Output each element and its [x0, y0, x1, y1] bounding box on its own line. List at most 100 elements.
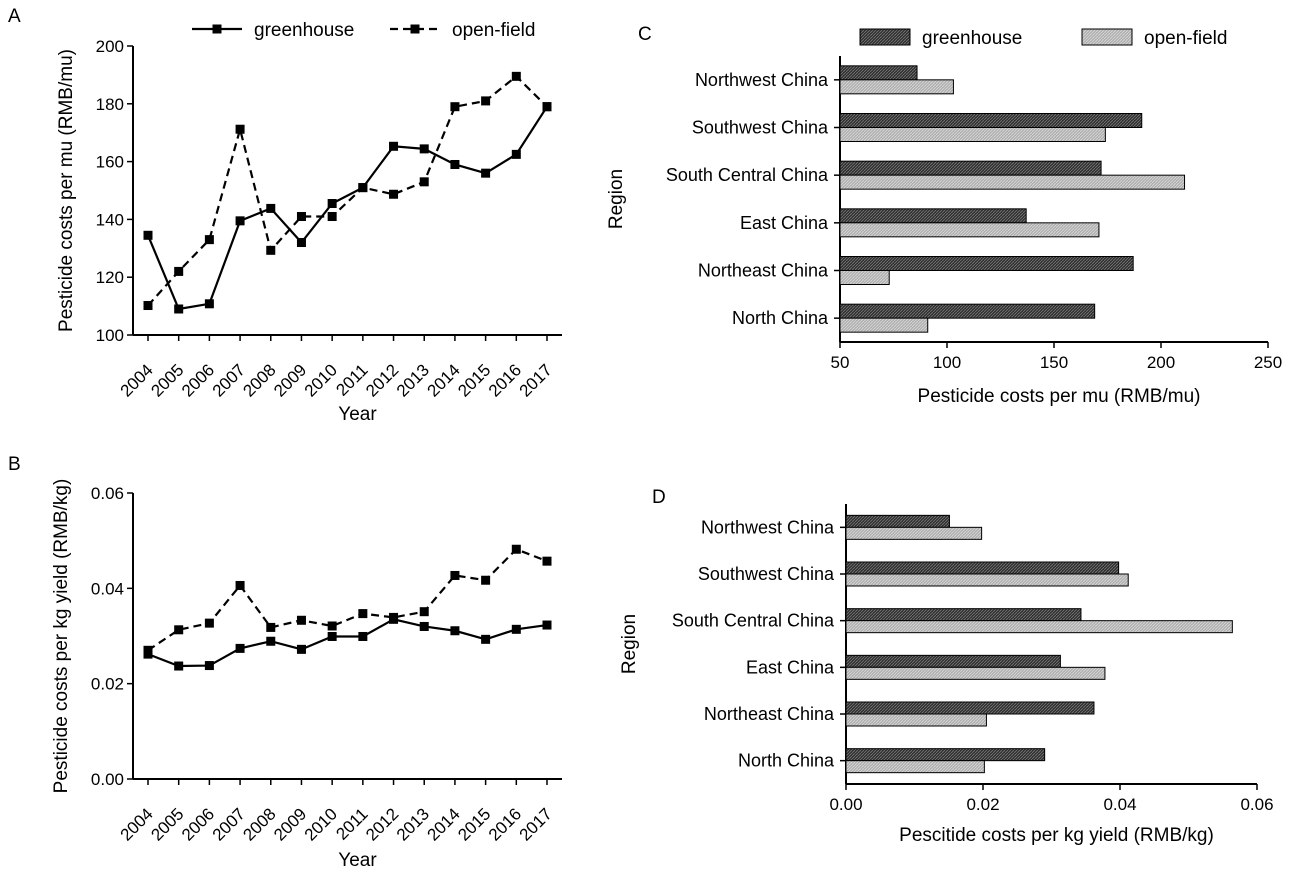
- data-point-open-field: [511, 71, 521, 81]
- x-tick-label: 100: [933, 353, 961, 372]
- data-point-greenhouse: [235, 216, 245, 226]
- data-point-greenhouse: [174, 661, 184, 671]
- x-tick-label: 2009: [270, 804, 310, 844]
- bar-open-field: [839, 222, 1100, 238]
- x-tick-label: 2012: [362, 804, 402, 844]
- data-point-greenhouse: [358, 631, 368, 641]
- bar-open-field: [845, 666, 1106, 680]
- data-point-greenhouse: [481, 634, 491, 644]
- data-point-open-field: [419, 177, 429, 187]
- category-label: Southwest China: [698, 564, 835, 584]
- y-tick-label: 0.06: [91, 484, 124, 503]
- data-point-open-field: [419, 607, 429, 617]
- bar-greenhouse: [839, 113, 1143, 128]
- data-point-open-field: [481, 96, 491, 106]
- data-point-open-field: [481, 575, 491, 585]
- data-point-greenhouse: [296, 644, 306, 654]
- bar-open-field: [845, 713, 987, 727]
- category-label: North China: [732, 308, 829, 328]
- bar-open-field: [845, 760, 985, 774]
- x-tick-label: 2017: [516, 360, 556, 400]
- data-point-greenhouse: [419, 144, 429, 154]
- data-point-open-field: [204, 618, 214, 628]
- x-tick-label: 2015: [454, 360, 494, 400]
- x-tick-label: 2006: [178, 804, 218, 844]
- x-tick-label: 2017: [516, 804, 556, 844]
- category-label: South Central China: [672, 611, 835, 631]
- x-tick-label: 0.04: [1103, 795, 1136, 814]
- data-point-greenhouse: [204, 299, 214, 309]
- bar-open-field: [839, 174, 1186, 190]
- category-label: Northeast China: [698, 261, 829, 281]
- x-tick-label: 2010: [301, 804, 341, 844]
- bar-open-field: [839, 79, 954, 95]
- x-tick-label: 2008: [239, 360, 279, 400]
- data-point-open-field: [235, 580, 245, 590]
- x-tick-label: 2014: [424, 804, 464, 844]
- category-label: East China: [746, 657, 835, 677]
- x-tick-label: 0.00: [829, 795, 862, 814]
- data-point-open-field: [542, 102, 552, 112]
- x-tick-label: 2013: [393, 360, 433, 400]
- x-tick-label: 2012: [362, 360, 402, 400]
- x-tick-label: 2004: [117, 804, 157, 844]
- bar-greenhouse: [839, 208, 1027, 224]
- y-tick-label: 140: [96, 210, 124, 229]
- data-point-open-field: [358, 609, 368, 619]
- y-axis-title: Pesticide costs per mu (RMB/mu): [56, 49, 77, 332]
- x-axis-title: Year: [338, 850, 377, 871]
- data-point-open-field: [511, 544, 521, 554]
- panel-letter: A: [8, 6, 21, 27]
- panel-a-line-chart: A100120140160180200200420052006200720082…: [8, 6, 562, 425]
- y-axis-title: Region: [619, 614, 640, 674]
- data-point-greenhouse: [419, 621, 429, 631]
- data-point-open-field: [542, 556, 552, 566]
- bar-greenhouse: [839, 65, 918, 81]
- category-label: North China: [738, 751, 835, 771]
- data-point-greenhouse: [266, 203, 276, 213]
- data-point-open-field: [296, 212, 306, 222]
- data-point-open-field: [450, 570, 460, 580]
- legend-marker-greenhouse: [212, 24, 222, 34]
- data-point-greenhouse: [174, 304, 184, 314]
- data-point-open-field: [327, 212, 337, 222]
- y-tick-label: 180: [96, 95, 124, 114]
- data-point-greenhouse: [296, 238, 306, 248]
- x-axis-title: Pesticide costs per mu (RMB/mu): [918, 386, 1201, 407]
- x-tick-label: 2006: [178, 360, 218, 400]
- bar-greenhouse: [845, 748, 1046, 762]
- x-tick-label: 2010: [301, 360, 341, 400]
- data-point-greenhouse: [511, 149, 521, 159]
- x-tick-label: 0.06: [1240, 795, 1273, 814]
- x-tick-label: 2007: [209, 360, 249, 400]
- x-tick-label: 50: [831, 353, 850, 372]
- data-point-greenhouse: [450, 159, 460, 169]
- y-axis-title: Region: [606, 169, 627, 229]
- x-tick-label: 2005: [147, 360, 187, 400]
- bar-greenhouse: [845, 561, 1120, 575]
- data-point-open-field: [174, 266, 184, 276]
- bar-open-field: [845, 620, 1233, 634]
- x-axis-title: Year: [338, 404, 377, 425]
- data-point-greenhouse: [143, 230, 153, 240]
- data-point-open-field: [235, 124, 245, 134]
- bar-open-field: [839, 127, 1106, 142]
- bar-open-field: [839, 317, 929, 333]
- bar-greenhouse: [845, 514, 950, 528]
- y-tick-label: 0.02: [91, 675, 124, 694]
- series-line-greenhouse: [146, 106, 548, 311]
- data-point-open-field: [266, 245, 276, 255]
- y-tick-label: 0.00: [91, 770, 124, 789]
- category-label: Northwest China: [701, 517, 835, 537]
- data-point-greenhouse: [450, 626, 460, 636]
- x-tick-label: 2005: [147, 804, 187, 844]
- y-tick-label: 0.04: [91, 579, 124, 598]
- x-tick-label: 250: [1254, 353, 1282, 372]
- data-point-open-field: [204, 235, 214, 245]
- bar-greenhouse: [839, 303, 1096, 319]
- data-point-open-field: [296, 615, 306, 625]
- bar-greenhouse: [839, 160, 1102, 176]
- data-point-open-field: [450, 102, 460, 112]
- series-line-greenhouse: [147, 618, 548, 668]
- x-tick-label: 200: [1147, 353, 1175, 372]
